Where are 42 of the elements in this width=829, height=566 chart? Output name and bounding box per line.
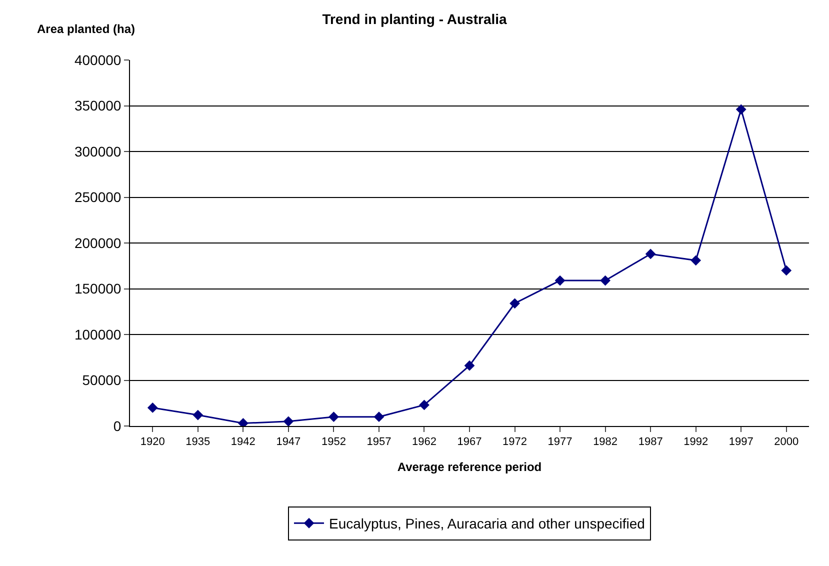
point (645, 248, 656, 260)
y-tick-label: 400000 (74, 52, 122, 68)
point (690, 255, 702, 266)
y-axis-title: Area planted (ha) (37, 22, 136, 36)
x-tick-label: 1952 (321, 436, 346, 448)
point (600, 275, 610, 286)
chart-title: Trend in planting - Australia (322, 10, 508, 27)
point (192, 410, 204, 420)
point (736, 104, 746, 115)
point (419, 400, 430, 410)
legend-label: Eucalyptus, Pines, Auracaria and other unspecified (329, 516, 645, 532)
point (328, 412, 339, 422)
x-tick-label: 1967 (457, 436, 482, 448)
x-tick-label: 1997 (728, 436, 754, 448)
point (147, 402, 158, 413)
y-tick-label: 50000 (82, 372, 122, 388)
point (283, 416, 294, 426)
point (374, 412, 384, 422)
x-tick-label: 1987 (638, 436, 663, 448)
x-tick-label: 1935 (186, 436, 210, 448)
y-tick-label: 350000 (74, 98, 122, 114)
x-tick-label: 1972 (502, 436, 528, 448)
x-tick-label: 1920 (140, 436, 165, 448)
y-tick-label: 100000 (74, 326, 122, 342)
y-tick-label: 300000 (74, 143, 122, 160)
x-tick-label: 1957 (366, 436, 392, 448)
y-tick-label: 200000 (74, 234, 122, 251)
x-tick-label: 1992 (684, 436, 708, 448)
point (554, 275, 566, 286)
point (510, 298, 520, 309)
point (464, 360, 475, 371)
x-axis-title: Average reference period (397, 460, 542, 474)
y-tick-label: 0 (113, 418, 122, 434)
point (781, 265, 792, 276)
y-tick-label: 250000 (74, 189, 122, 206)
x-tick-label: 1942 (230, 436, 256, 448)
y-tick-label: 150000 (74, 280, 122, 297)
x-tick-label: 1982 (593, 436, 618, 448)
x-tick-label: 2000 (774, 436, 799, 448)
x-tick-label: 1947 (276, 436, 301, 448)
x-tick-label: 1962 (412, 436, 436, 448)
x-tick-label: 1977 (548, 436, 572, 448)
